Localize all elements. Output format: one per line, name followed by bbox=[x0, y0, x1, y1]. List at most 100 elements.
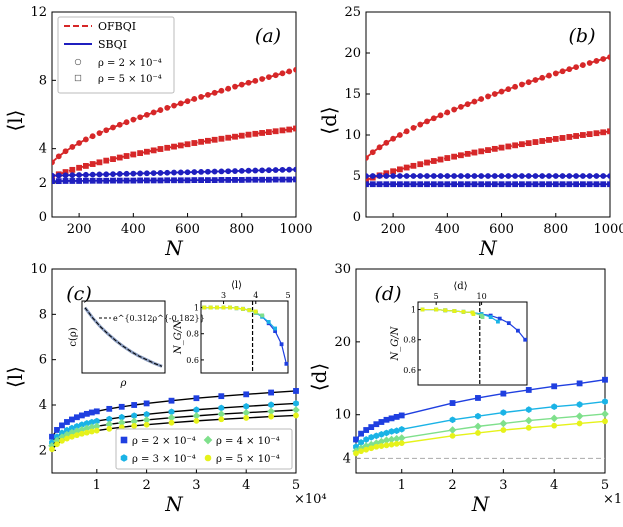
data-point bbox=[131, 402, 138, 408]
data-point bbox=[232, 133, 238, 140]
data-point bbox=[211, 177, 218, 183]
data-point bbox=[252, 176, 259, 183]
data-point bbox=[265, 129, 272, 135]
data-point bbox=[293, 166, 296, 173]
data-point bbox=[76, 178, 83, 184]
data-point bbox=[437, 181, 444, 188]
data-point bbox=[393, 413, 400, 420]
data-point bbox=[177, 169, 184, 176]
data-point bbox=[293, 400, 299, 407]
data-point bbox=[363, 446, 370, 453]
inset-fit-line bbox=[84, 307, 163, 367]
legend-label: OFBQI bbox=[98, 20, 136, 33]
data-point bbox=[76, 164, 83, 171]
data-point bbox=[252, 77, 259, 84]
data-point bbox=[403, 181, 410, 188]
data-point bbox=[424, 159, 430, 166]
data-point bbox=[485, 173, 491, 179]
data-point bbox=[410, 181, 417, 188]
data-point bbox=[96, 130, 103, 137]
data-point bbox=[457, 103, 464, 110]
inset-data-point bbox=[496, 319, 500, 324]
data-point bbox=[198, 138, 205, 145]
inset-data-point bbox=[488, 315, 493, 319]
data-point bbox=[546, 72, 552, 79]
data-point bbox=[168, 397, 175, 404]
y-tick-label: 20 bbox=[334, 335, 351, 350]
data-point bbox=[82, 171, 89, 178]
data-point bbox=[243, 403, 250, 410]
data-point bbox=[369, 173, 376, 179]
data-point bbox=[52, 159, 55, 166]
y-tick-label: 0 bbox=[39, 210, 47, 225]
inset-data-point bbox=[443, 308, 448, 313]
data-point bbox=[464, 181, 471, 188]
data-point bbox=[449, 416, 456, 424]
data-point bbox=[49, 433, 55, 440]
data-point bbox=[83, 410, 90, 417]
data-point bbox=[171, 177, 177, 184]
data-point bbox=[353, 436, 359, 443]
data-point bbox=[491, 181, 498, 188]
panel-label: (c) bbox=[66, 283, 91, 305]
data-point bbox=[576, 420, 583, 427]
data-point bbox=[62, 178, 69, 184]
data-point bbox=[218, 393, 225, 400]
data-point bbox=[143, 400, 150, 407]
data-point bbox=[143, 421, 150, 428]
data-point bbox=[437, 112, 444, 119]
data-point bbox=[110, 124, 116, 131]
data-point bbox=[383, 181, 390, 188]
data-point bbox=[376, 144, 383, 151]
data-point bbox=[485, 147, 491, 153]
inset-data-point bbox=[516, 328, 520, 333]
data-point bbox=[69, 178, 76, 184]
data-point bbox=[576, 380, 583, 387]
inset-x-tick-label: 5 bbox=[285, 291, 290, 300]
x-axis-label: N bbox=[478, 236, 498, 260]
legend-frame bbox=[57, 16, 175, 94]
data-point bbox=[96, 159, 103, 166]
data-point bbox=[293, 176, 296, 183]
data-point bbox=[279, 176, 286, 183]
data-point bbox=[512, 173, 519, 179]
data-point bbox=[576, 401, 583, 408]
x-tick-label: 1000 bbox=[593, 222, 623, 237]
data-point bbox=[457, 181, 464, 188]
y-tick-label: 5 bbox=[353, 169, 361, 184]
data-point bbox=[607, 173, 610, 179]
data-point bbox=[390, 168, 397, 175]
data-point bbox=[518, 81, 525, 88]
data-point bbox=[366, 181, 369, 188]
plot-frame bbox=[355, 268, 606, 474]
inset-data-point bbox=[266, 320, 271, 324]
data-point bbox=[600, 173, 607, 179]
data-point bbox=[130, 170, 137, 177]
data-point bbox=[464, 101, 471, 108]
data-point bbox=[579, 132, 586, 138]
inset-x-label: ⟨d⟩ bbox=[453, 281, 467, 292]
data-point bbox=[204, 91, 211, 98]
data-point bbox=[218, 404, 225, 412]
inset-ng-l: 3 4 5 0.6 0.8 1 ⟨l⟩ N_G/N bbox=[173, 280, 291, 374]
data-point bbox=[110, 177, 116, 184]
inset-y-tick-label: 1 bbox=[194, 304, 199, 313]
data-point bbox=[390, 135, 397, 142]
data-point bbox=[171, 169, 177, 176]
inset-y-tick-label: 0.8 bbox=[403, 336, 416, 345]
x-tick-label: 600 bbox=[489, 222, 514, 237]
data-point bbox=[471, 149, 478, 156]
data-point bbox=[164, 104, 171, 111]
panel-d: 123454102030N⟨d⟩(d)×10⁴5100.60.81⟨d⟩N_G/… bbox=[307, 262, 623, 516]
panel-c: 1 2 3 4 5 2 4 6 8 10 N ⟨l⟩ (c) ×10⁴ ρ = 2 × 10⁻⁴ ρ = 3 … bbox=[3, 262, 327, 516]
data-point bbox=[353, 450, 359, 457]
inset-data-point bbox=[471, 312, 476, 316]
data-point bbox=[390, 173, 397, 179]
legend-marker bbox=[120, 454, 128, 462]
data-point bbox=[600, 181, 607, 188]
data-point bbox=[131, 422, 138, 429]
data-point bbox=[69, 433, 75, 440]
data-point bbox=[59, 422, 65, 429]
data-point bbox=[168, 419, 175, 426]
data-point bbox=[184, 98, 191, 105]
